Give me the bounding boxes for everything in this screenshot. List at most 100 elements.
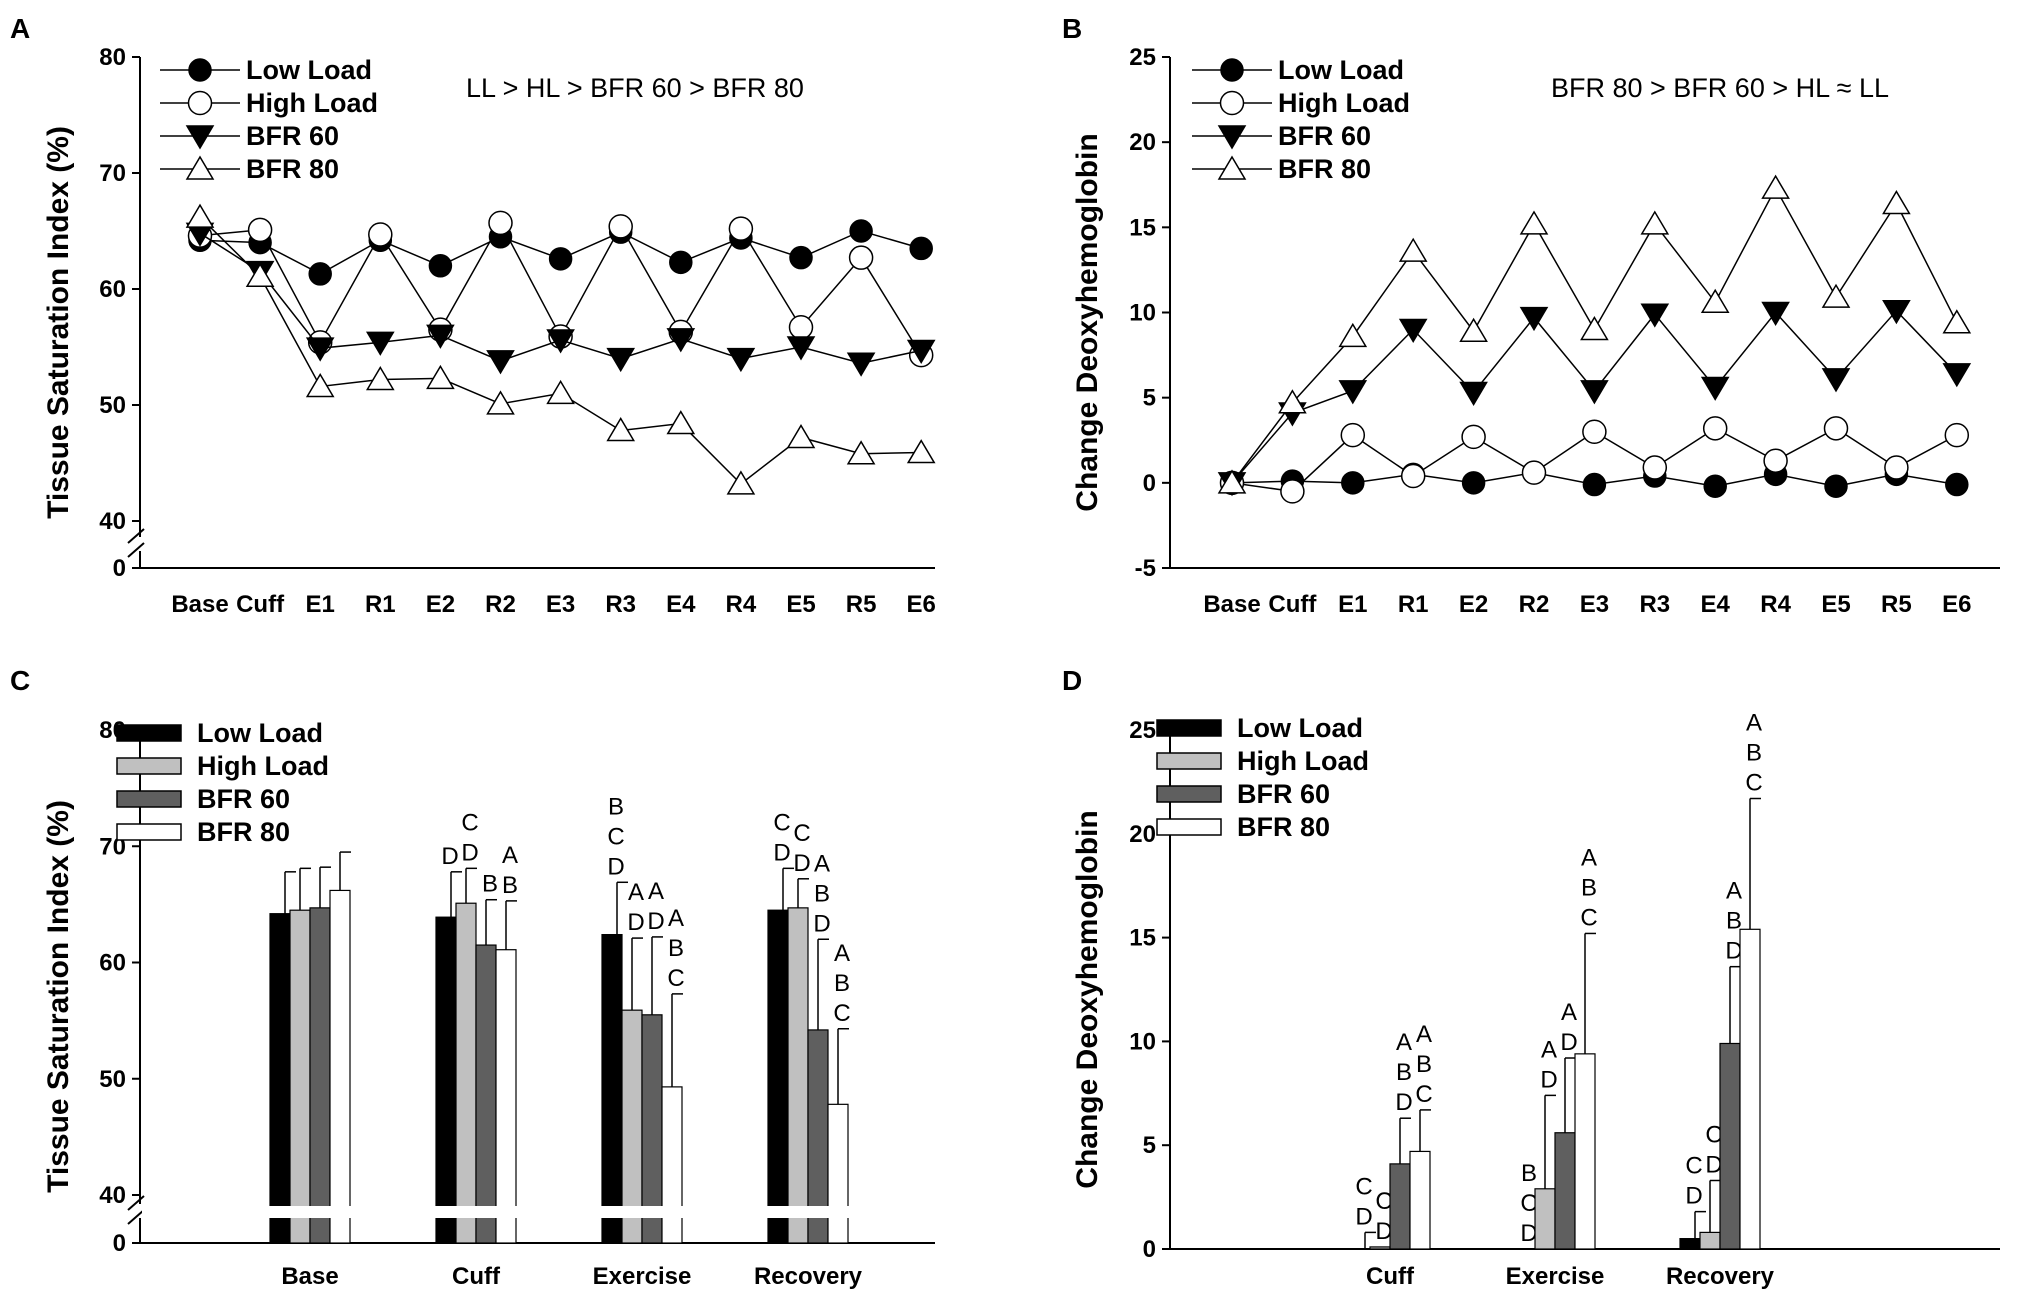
significance-letter: C	[461, 809, 478, 836]
series-bfr-80	[185, 203, 936, 495]
y-axis-label: Change Deoxyhemoglobin	[1071, 810, 1104, 1188]
data-point	[486, 350, 515, 375]
data-point	[1398, 237, 1428, 262]
x-tick-label: R3	[1639, 591, 1670, 618]
significance-letter: C	[667, 965, 684, 992]
series-low-load	[1220, 460, 1969, 498]
significance-letter: D	[813, 910, 830, 937]
significance-letter: B	[1521, 1160, 1537, 1187]
data-point	[1580, 380, 1609, 405]
axis-break-mark	[127, 1209, 145, 1225]
y-tick-label: 0	[1143, 1236, 1156, 1263]
y-tick-label: 5	[1143, 385, 1156, 412]
significance-letter: C	[1375, 1188, 1392, 1215]
data-point	[426, 364, 455, 390]
y-tick-label: 60	[99, 276, 126, 303]
legend-item-bfr-80: BFR 80	[1156, 812, 1330, 842]
legend-label: High Load	[246, 88, 378, 118]
data-point	[1761, 174, 1790, 199]
bar-high-load	[289, 909, 311, 1244]
y-tick-label: 15	[1129, 925, 1156, 952]
data-point	[1278, 389, 1307, 414]
significance-letter: C	[607, 823, 624, 850]
series-bfr-80	[1217, 174, 1972, 494]
bar-low-load	[601, 933, 623, 1244]
x-tick-label: R5	[846, 591, 877, 618]
significance-letter: C	[1520, 1190, 1537, 1217]
significance-letter: C	[833, 1000, 850, 1027]
data-point	[786, 424, 816, 449]
data-point	[846, 440, 876, 465]
significance-letter: D	[647, 908, 664, 935]
data-point	[1700, 376, 1730, 401]
legend-label: BFR 60	[246, 121, 339, 151]
y-tick-label: 0	[113, 1230, 126, 1257]
significance-letter: D	[1705, 1151, 1722, 1178]
panel-letter: C	[10, 665, 30, 696]
significance-letter: D	[1540, 1066, 1557, 1093]
significance-letter: B	[814, 880, 830, 907]
x-tick-label: R1	[365, 591, 396, 618]
data-point	[1341, 471, 1365, 495]
data-point	[666, 410, 696, 435]
x-tick-label: E6	[907, 591, 936, 618]
data-point	[368, 222, 393, 247]
legend-item-low-load: Low Load	[116, 718, 323, 748]
annotation: LL > HL > BFR 60 > BFR 80	[466, 73, 804, 103]
significance-letter: D	[461, 839, 478, 866]
bar-bfr-60	[1719, 1042, 1741, 1250]
legend-label: BFR 60	[1278, 121, 1371, 151]
data-point	[789, 245, 813, 270]
x-tick-label: R1	[1398, 591, 1429, 618]
bar-high-load	[787, 907, 809, 1244]
legend-item-high-load: High Load	[1192, 88, 1410, 118]
legend-label: Low Load	[1278, 55, 1404, 85]
legend-item-low-load: Low Load	[1156, 713, 1363, 743]
bar-low-load	[269, 913, 291, 1244]
data-point	[1582, 419, 1607, 444]
data-point	[848, 245, 874, 270]
legend-label: Low Load	[197, 718, 323, 748]
data-point	[1338, 322, 1368, 348]
significance-letter: C	[793, 820, 810, 847]
series-bfr-60	[1217, 300, 1972, 497]
x-tick-label: Base	[281, 1263, 338, 1290]
y-tick-label: -5	[1135, 555, 1156, 582]
data-point	[1519, 210, 1549, 235]
bar-bfr-80	[495, 949, 517, 1244]
legend-label: High Load	[1237, 746, 1369, 776]
bar-high-load	[1369, 1246, 1391, 1250]
y-tick-label: 60	[99, 950, 126, 977]
x-tick-label: Cuff	[1268, 591, 1317, 618]
significance-letter: B	[502, 872, 518, 899]
significance-letter: D	[1375, 1218, 1392, 1245]
legend-label: BFR 80	[1237, 812, 1330, 842]
data-point	[548, 247, 573, 271]
data-point	[1882, 300, 1911, 325]
significance-letter: D	[441, 843, 458, 870]
legend-swatch	[1156, 785, 1222, 803]
data-point	[788, 315, 814, 340]
data-point	[909, 236, 933, 261]
y-tick-label: 80	[99, 44, 126, 71]
legend-label: BFR 80	[197, 817, 290, 847]
data-point	[1761, 301, 1790, 326]
x-tick-label: E2	[1459, 591, 1488, 618]
y-tick-label: 40	[99, 1182, 126, 1209]
y-tick-label: 20	[1129, 821, 1156, 848]
significance-letter: D	[793, 850, 810, 877]
significance-letter: C	[1745, 770, 1762, 797]
significance-letter: A	[628, 879, 644, 906]
series-low-load	[188, 219, 933, 286]
legend-label: Low Load	[1237, 713, 1363, 743]
panel-letter: D	[1062, 665, 1082, 696]
significance-letter: B	[608, 793, 624, 820]
bar-bfr-80	[1574, 1053, 1596, 1250]
legend-item-low-load: Low Load	[1192, 55, 1404, 85]
y-tick-label: 15	[1129, 214, 1156, 241]
legend-label: High Load	[197, 751, 329, 781]
x-tick-label: E2	[426, 591, 455, 618]
legend-swatch	[116, 790, 182, 808]
